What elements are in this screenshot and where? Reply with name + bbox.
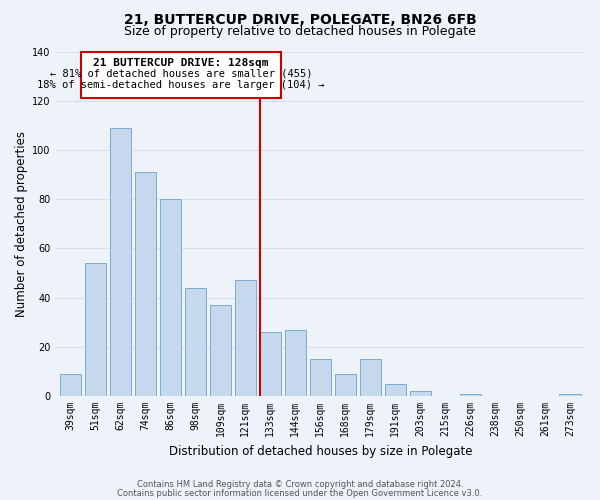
Text: ← 81% of detached houses are smaller (455): ← 81% of detached houses are smaller (45… <box>50 68 312 78</box>
Bar <box>235 280 256 396</box>
Bar <box>110 128 131 396</box>
FancyBboxPatch shape <box>81 52 281 98</box>
Bar <box>385 384 406 396</box>
Bar <box>559 394 581 396</box>
Y-axis label: Number of detached properties: Number of detached properties <box>15 131 28 317</box>
Text: Contains public sector information licensed under the Open Government Licence v3: Contains public sector information licen… <box>118 488 482 498</box>
Bar <box>135 172 156 396</box>
Bar <box>60 374 81 396</box>
Bar <box>210 305 231 396</box>
Bar <box>410 391 431 396</box>
X-axis label: Distribution of detached houses by size in Polegate: Distribution of detached houses by size … <box>169 444 472 458</box>
Bar <box>460 394 481 396</box>
Bar <box>260 332 281 396</box>
Bar <box>185 288 206 396</box>
Text: Size of property relative to detached houses in Polegate: Size of property relative to detached ho… <box>124 25 476 38</box>
Text: Contains HM Land Registry data © Crown copyright and database right 2024.: Contains HM Land Registry data © Crown c… <box>137 480 463 489</box>
Bar <box>160 199 181 396</box>
Bar <box>284 330 306 396</box>
Bar <box>85 263 106 396</box>
Text: 21 BUTTERCUP DRIVE: 128sqm: 21 BUTTERCUP DRIVE: 128sqm <box>93 58 269 68</box>
Text: 21, BUTTERCUP DRIVE, POLEGATE, BN26 6FB: 21, BUTTERCUP DRIVE, POLEGATE, BN26 6FB <box>124 12 476 26</box>
Text: 18% of semi-detached houses are larger (104) →: 18% of semi-detached houses are larger (… <box>37 80 325 90</box>
Bar <box>359 359 381 396</box>
Bar <box>310 359 331 396</box>
Bar <box>335 374 356 396</box>
